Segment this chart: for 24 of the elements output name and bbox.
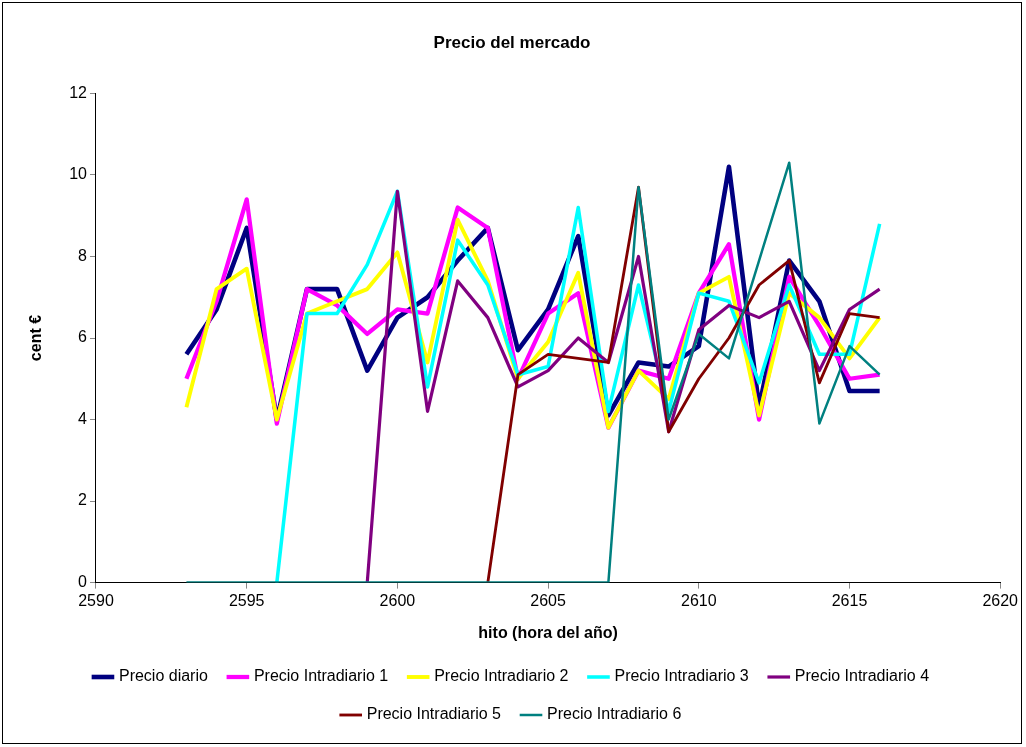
x-tick-label: 2615 bbox=[831, 591, 868, 609]
x-tick-label: 2590 bbox=[78, 591, 114, 609]
y-axis-title: cent € bbox=[27, 314, 45, 362]
legend-label: Precio Intradiario 2 bbox=[434, 667, 569, 685]
x-tick-label: 2600 bbox=[379, 591, 416, 609]
y-tick-label: 8 bbox=[78, 246, 88, 264]
x-axis-title: hito (hora del año) bbox=[478, 623, 618, 641]
x-tick-label: 2620 bbox=[982, 591, 1019, 609]
y-tick-label: 10 bbox=[69, 165, 88, 183]
y-tick-label: 6 bbox=[78, 328, 88, 346]
x-tick-label: 2610 bbox=[681, 591, 717, 609]
legend-label: Precio Intradiario 3 bbox=[614, 667, 749, 685]
y-tick-label: 2 bbox=[78, 491, 88, 509]
chart-title: Precio del mercado bbox=[433, 32, 591, 52]
legend-label: Precio diario bbox=[118, 667, 208, 685]
legend-label: Precio Intradiario 6 bbox=[547, 705, 682, 723]
y-tick-label: 4 bbox=[78, 409, 88, 427]
y-tick-label: 12 bbox=[69, 83, 88, 101]
legend-label: Precio Intradiario 4 bbox=[794, 667, 930, 685]
legend-label: Precio Intradiario 5 bbox=[366, 705, 502, 723]
x-tick-label: 2605 bbox=[530, 591, 566, 609]
x-tick-label: 2595 bbox=[228, 591, 265, 609]
y-tick-label: 0 bbox=[78, 573, 88, 591]
legend-label: Precio Intradiario 1 bbox=[253, 667, 389, 685]
